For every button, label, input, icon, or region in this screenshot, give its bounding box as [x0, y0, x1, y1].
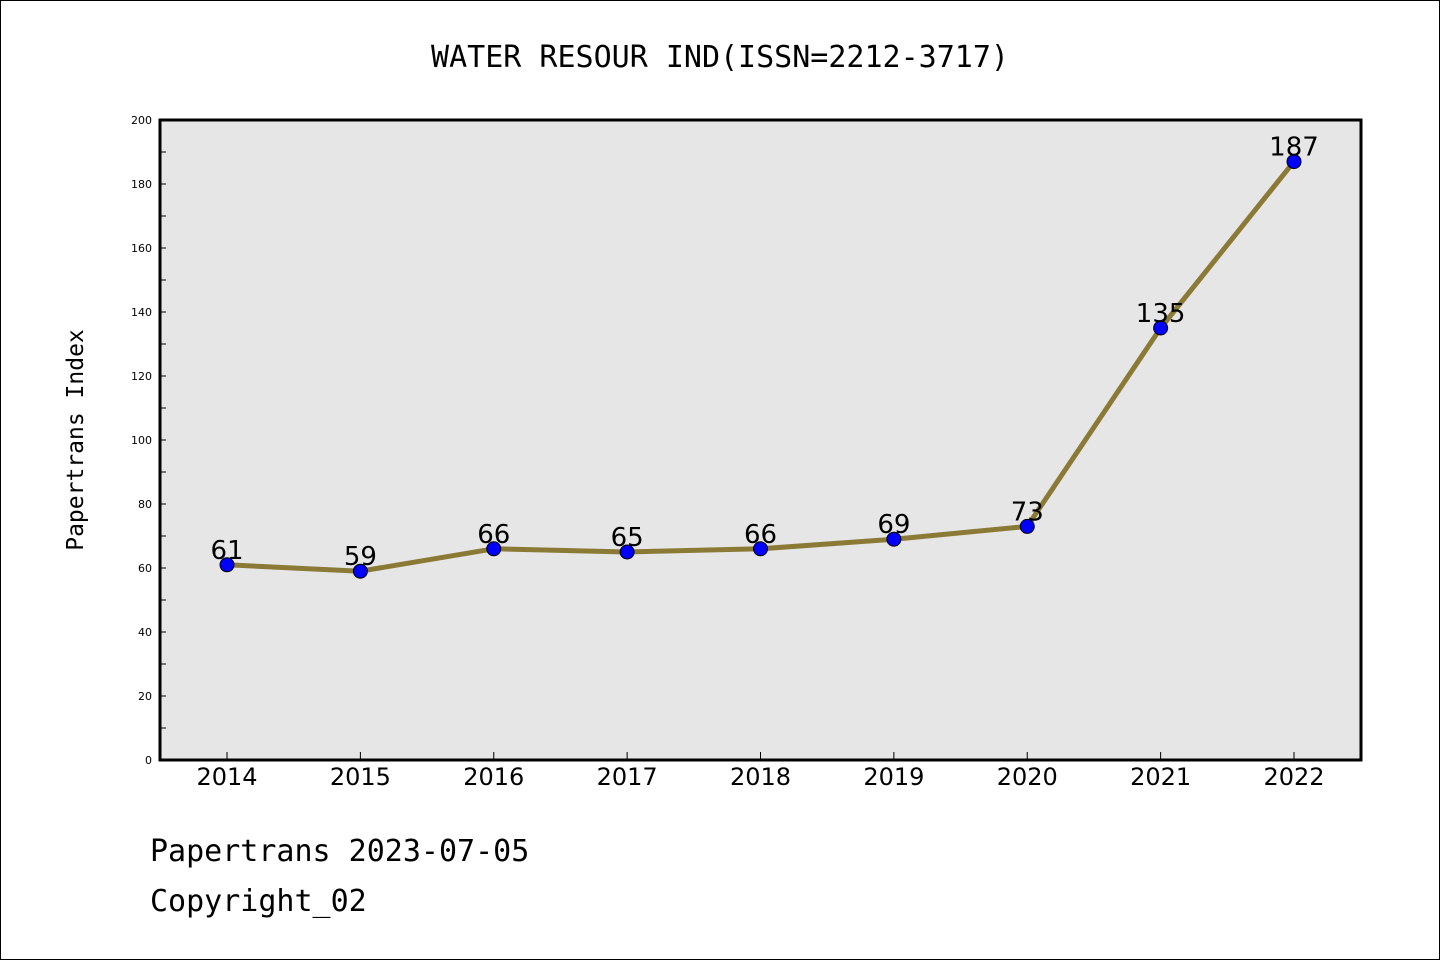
data-markers	[219, 154, 1302, 579]
data-point	[486, 541, 502, 557]
y-tick-label: 120	[131, 370, 152, 383]
data-label: 66	[744, 520, 777, 550]
x-tick-label: 2014	[196, 763, 257, 791]
y-tick-label: 0	[145, 754, 152, 767]
data-point	[619, 544, 635, 560]
x-tick-label: 2019	[863, 763, 924, 791]
y-tick-label: 200	[131, 114, 152, 127]
x-tick-label: 2021	[1130, 763, 1191, 791]
x-tick-label: 2017	[597, 763, 658, 791]
data-point	[1019, 518, 1035, 534]
y-tick-label: 160	[131, 242, 152, 255]
y-tick-label: 20	[138, 690, 152, 703]
data-point	[1153, 320, 1169, 336]
y-tick-label: 60	[138, 562, 152, 575]
plot-area	[158, 118, 1363, 762]
data-point	[753, 541, 768, 557]
y-axis-ticks: 0 20 40 60 80 100 120 140 160 180 200	[131, 114, 166, 767]
data-labels: 61 59 66 65 66 69 73 135 187	[210, 133, 1318, 573]
data-label: 66	[477, 520, 510, 550]
data-label: 187	[1269, 133, 1319, 163]
data-label: 65	[611, 523, 644, 553]
data-point	[1286, 154, 1302, 170]
footer-date-line: Papertrans 2023-07-05	[150, 834, 530, 869]
y-tick-label: 180	[131, 178, 152, 191]
x-tick-label: 2016	[463, 763, 524, 791]
x-tick-label: 2020	[997, 763, 1058, 791]
chart-title: WATER RESOUR IND(ISSN=2212-3717)	[431, 40, 1009, 75]
x-tick-label: 2015	[330, 763, 391, 791]
data-label: 135	[1136, 299, 1186, 329]
x-axis-ticks: 2014 2015 2016 2017 2018 2019 2020 2021 2022	[196, 752, 1325, 791]
data-label: 73	[1011, 497, 1044, 527]
data-label: 59	[344, 542, 377, 572]
x-tick-label: 2022	[1263, 763, 1324, 791]
footer-copyright: Copyright_02	[150, 884, 367, 919]
y-tick-label: 140	[131, 306, 152, 319]
data-point	[219, 557, 235, 573]
data-point	[352, 563, 368, 579]
x-tick-label: 2018	[730, 763, 791, 791]
y-tick-label: 80	[138, 498, 152, 511]
y-tick-label: 100	[131, 434, 152, 447]
data-label: 69	[877, 510, 910, 540]
y-tick-label: 40	[138, 626, 152, 639]
data-point	[886, 531, 902, 547]
data-label: 61	[210, 536, 243, 566]
y-axis-label: Papertrans Index	[63, 329, 89, 551]
